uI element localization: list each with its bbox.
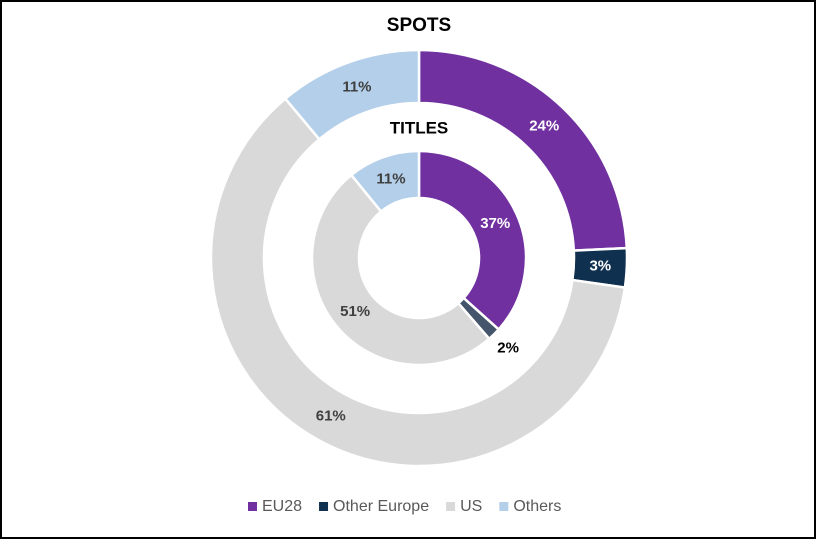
inner-title: TITLES (390, 118, 449, 137)
donut-slice (283, 48, 421, 142)
data-label: 37% (480, 215, 510, 232)
data-label: 11% (376, 170, 405, 187)
legend-swatch (319, 502, 329, 511)
data-label: 61% (316, 408, 346, 425)
donut-slice (310, 173, 491, 367)
data-label: 2% (497, 339, 519, 356)
donut-slice (209, 96, 627, 468)
donut-slice (417, 149, 528, 332)
data-label: 3% (589, 258, 611, 275)
data-label: 11% (342, 78, 371, 95)
data-label: 24% (529, 118, 559, 135)
legend-swatch (499, 502, 509, 511)
legend-label: Other Europe (333, 498, 429, 515)
legend-swatch (446, 502, 456, 511)
legend-swatch (248, 502, 257, 511)
donut-slice (349, 149, 421, 214)
legend-label: EU28 (262, 498, 302, 515)
legend-label: Others (513, 498, 561, 515)
data-label: 51% (340, 303, 370, 320)
legend-label: US (460, 498, 482, 515)
outer-title: SPOTS (387, 15, 451, 36)
